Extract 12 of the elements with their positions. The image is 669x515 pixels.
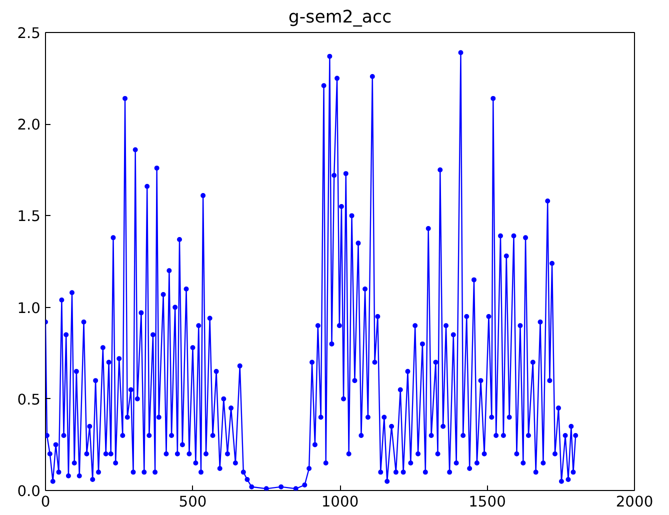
y-tick-label: 0.0	[17, 483, 41, 500]
y-tick-label: 1.0	[17, 300, 41, 317]
x-tick-label: 0	[40, 494, 50, 510]
x-tick-label: 2000	[616, 494, 654, 510]
chart-title: g-sem2_acc	[288, 8, 392, 28]
y-tick-label: 2.5	[17, 25, 41, 42]
x-tick-label: 500	[178, 494, 207, 510]
y-tick-label: 2.0	[17, 116, 41, 134]
x-tick-label: 1500	[468, 494, 506, 510]
y-tick-label: 0.5	[17, 391, 41, 408]
x-tick-label: 1000	[321, 494, 359, 510]
y-tick-label: 1.5	[17, 208, 41, 226]
